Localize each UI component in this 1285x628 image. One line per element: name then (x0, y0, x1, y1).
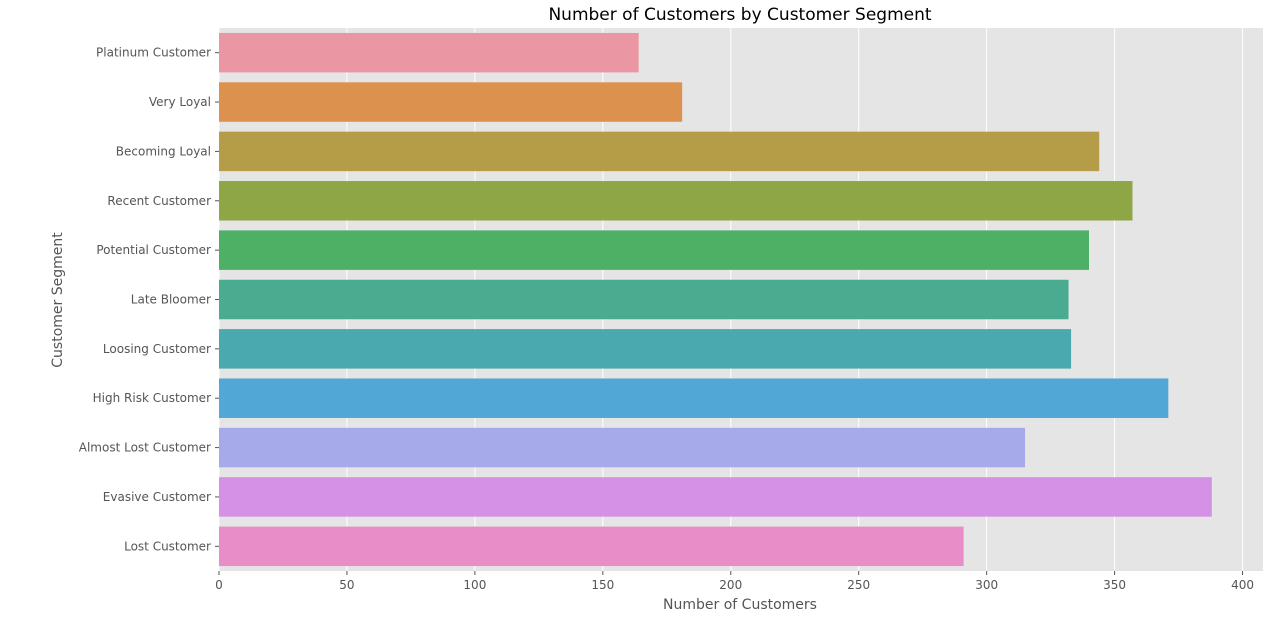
y-tick-label: High Risk Customer (93, 391, 211, 405)
y-tick-label: Loosing Customer (103, 342, 211, 356)
bar (219, 230, 1089, 270)
x-tick-label: 350 (1103, 578, 1126, 592)
x-tick-labels: 0 50 100 150 200 250 300 350 400 (215, 571, 1254, 592)
y-tick-label: Becoming Loyal (116, 144, 211, 158)
y-tick-label: Platinum Customer (96, 46, 211, 60)
x-axis-label: Number of Customers (663, 597, 817, 613)
bar (219, 181, 1133, 221)
y-tick-label: Lost Customer (124, 539, 211, 553)
bar (219, 329, 1072, 369)
bars (219, 32, 1212, 567)
x-tick-label: 300 (975, 578, 998, 592)
chart-title: Number of Customers by Customer Segment (548, 5, 931, 25)
y-tick-label: Potential Customer (96, 243, 211, 257)
x-tick-label: 100 (463, 578, 486, 592)
y-tick-labels: Platinum Customer Very Loyal Becoming Loya… (79, 46, 219, 553)
y-tick-label: Almost Lost Customer (79, 441, 211, 455)
x-tick-label: 150 (591, 578, 614, 592)
x-tick-label: 0 (215, 578, 223, 592)
bar (219, 526, 964, 567)
bar (219, 378, 1169, 418)
bar (219, 32, 639, 73)
bar (219, 279, 1069, 320)
y-tick-label: Late Bloomer (131, 293, 211, 307)
y-tick-label: Recent Customer (107, 194, 211, 208)
bar (219, 131, 1100, 172)
x-tick-label: 400 (1231, 578, 1254, 592)
x-tick-label: 50 (339, 578, 354, 592)
x-tick-label: 200 (719, 578, 742, 592)
bar (219, 82, 683, 122)
x-tick-label: 250 (847, 578, 870, 592)
y-axis-label: Customer Segment (50, 232, 66, 368)
y-tick-label: Very Loyal (149, 95, 211, 109)
bar (219, 427, 1026, 468)
bar (219, 477, 1212, 517)
y-tick-label: Evasive Customer (103, 490, 211, 504)
